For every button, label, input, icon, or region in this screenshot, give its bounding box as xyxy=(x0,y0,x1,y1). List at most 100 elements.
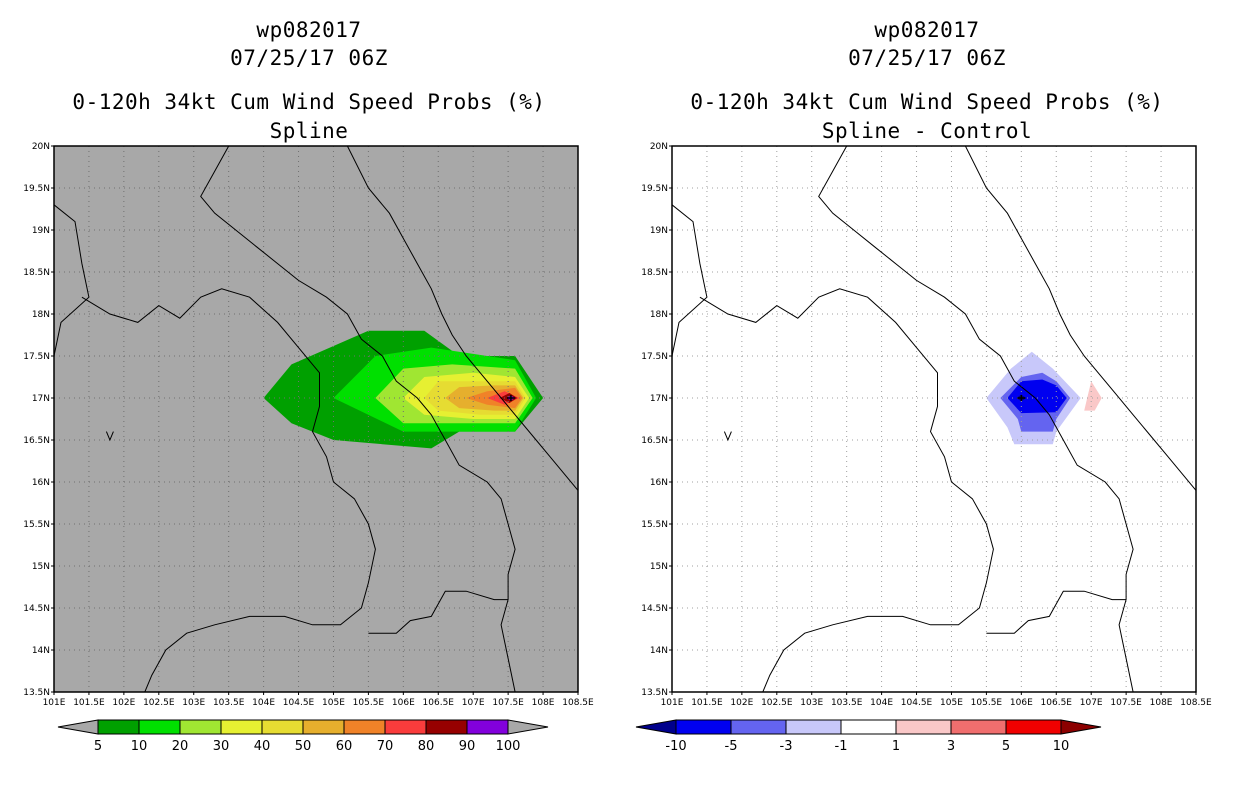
x-tick-label: 106.5E xyxy=(423,698,455,708)
model-title: Spline xyxy=(269,119,349,143)
y-tick-label: 19.5N xyxy=(23,184,50,194)
colorbar-segment xyxy=(302,719,345,735)
y-tick-label: 16.5N xyxy=(23,436,50,446)
x-tick-label: 101.5E xyxy=(73,698,105,708)
x-tick-label: 105E xyxy=(322,698,345,708)
country-border xyxy=(986,590,1127,634)
lake-outline xyxy=(723,431,732,442)
colorbar-segment xyxy=(138,719,181,735)
country-border xyxy=(368,590,509,634)
y-tick-label: 18.5N xyxy=(641,268,668,278)
x-tick-label: 103E xyxy=(800,698,823,708)
colorbar-label: 40 xyxy=(254,739,271,754)
colorbar-label: 80 xyxy=(418,739,435,754)
y-tick-label: 16N xyxy=(32,478,50,488)
colorbar-label: 10 xyxy=(131,739,148,754)
x-tick-label: 103E xyxy=(182,698,205,708)
colorbar-segment xyxy=(785,719,842,735)
x-tick-label: 104.5E xyxy=(901,698,933,708)
map-chart-difference: 101E 101.5E 102E 102.5E 103E 103.5E 104E 104.5E… xyxy=(635,142,1212,754)
y-tick-label: 19N xyxy=(32,226,50,236)
y-tick-label: 13.5N xyxy=(23,688,50,698)
colorbar-label: 1 xyxy=(892,739,900,754)
colorbar-label: 10 xyxy=(1053,739,1070,754)
colorbar-segment xyxy=(261,719,304,735)
y-tick-label: 14.5N xyxy=(23,604,50,614)
y-tick-label: 14N xyxy=(32,646,50,656)
colorbar-segment xyxy=(730,719,787,735)
colorbar-label: 5 xyxy=(94,739,102,754)
x-tick-label: 102.5E xyxy=(761,698,793,708)
colorbar-label: -5 xyxy=(725,739,738,754)
colorbar-label: 70 xyxy=(377,739,394,754)
panel-spline-minus-control: wp082017 07/25/17 06Z 0-120h 34kt Cum Wi… xyxy=(618,0,1236,800)
colorbar-label: 30 xyxy=(213,739,230,754)
x-tick-label: 105.5E xyxy=(353,698,385,708)
y-tick-label: 13.5N xyxy=(641,688,668,698)
model-title: Spline - Control xyxy=(821,119,1033,143)
colorbar-segment xyxy=(384,719,427,735)
x-tick-label: 103.5E xyxy=(213,698,245,708)
x-tick-label: 102E xyxy=(730,698,753,708)
country-border xyxy=(818,146,1134,692)
y-tick-label: 17N xyxy=(32,394,50,404)
colorbar-label: -1 xyxy=(835,739,848,754)
colorbar-segment xyxy=(343,719,386,735)
y-tick-label: 16N xyxy=(650,478,668,488)
y-tick-label: 18.5N xyxy=(23,268,50,278)
colorbar-label: 100 xyxy=(496,739,521,754)
colorbar-segment xyxy=(220,719,263,735)
y-tick-label: 17.5N xyxy=(641,352,668,362)
y-tick-label: 20N xyxy=(32,142,50,152)
colorbar-segment xyxy=(675,719,732,735)
country-border xyxy=(672,204,708,357)
panel-spline: wp082017 07/25/17 06Z 0-120h 34kt Cum Wi… xyxy=(23,18,594,754)
lake-outline xyxy=(105,431,114,442)
y-tick-label: 18N xyxy=(32,310,50,320)
y-tick-label: 14N xyxy=(650,646,668,656)
colorbar-max-arrow xyxy=(1060,719,1102,735)
y-tick-label: 19.5N xyxy=(641,184,668,194)
colorbar-segment xyxy=(895,719,952,735)
contour-1-to-3 xyxy=(1084,381,1102,411)
product-title: 0-120h 34kt Cum Wind Speed Probs (%) xyxy=(72,90,546,114)
country-border xyxy=(54,204,90,357)
colorbar-segment xyxy=(950,719,1007,735)
x-tick-label: 107.5E xyxy=(1110,698,1142,708)
country-border xyxy=(81,288,376,692)
x-tick-label: 101.5E xyxy=(691,698,723,708)
y-tick-label: 15N xyxy=(650,562,668,572)
y-tick-label: 16.5N xyxy=(641,436,668,446)
map-chart-spline: 101E 101.5E 102E 102.5E 103E 103.5E 104E 104.5E… xyxy=(23,142,594,754)
x-tick-label: 106E xyxy=(392,698,415,708)
coastline xyxy=(346,146,578,491)
x-tick-label: 106.5E xyxy=(1041,698,1073,708)
plot-frame xyxy=(53,145,579,693)
y-tick-label: 18N xyxy=(650,310,668,320)
storm-center-marker xyxy=(1017,395,1026,401)
x-tick-label: 104.5E xyxy=(283,698,315,708)
x-tick-label: 103.5E xyxy=(831,698,863,708)
colorbar-min-arrow xyxy=(57,719,99,735)
y-tick-label: 15N xyxy=(32,562,50,572)
y-tick-label: 14.5N xyxy=(641,604,668,614)
colorbar-segment xyxy=(840,719,897,735)
colorbar-segment xyxy=(1005,719,1062,735)
colorbar-label: -10 xyxy=(665,739,686,754)
x-tick-label: 108E xyxy=(1150,698,1173,708)
x-tick-label: 101E xyxy=(661,698,684,708)
storm-center-marker xyxy=(506,395,515,401)
colorbar-segment xyxy=(466,719,509,735)
colorbar-segment xyxy=(179,719,222,735)
x-tick-label: 105E xyxy=(940,698,963,708)
x-tick-label: 108.5E xyxy=(1180,698,1212,708)
x-tick-label: 107.5E xyxy=(492,698,524,708)
colorbar-label: 5 xyxy=(1002,739,1010,754)
y-tick-label: 15.5N xyxy=(641,520,668,530)
x-tick-label: 104E xyxy=(870,698,893,708)
x-tick-label: 105.5E xyxy=(971,698,1003,708)
colorbar-label: 90 xyxy=(459,739,476,754)
y-tick-label: 20N xyxy=(650,142,668,152)
colorbar-segment xyxy=(97,719,140,735)
colorbar-min-arrow xyxy=(635,719,677,735)
